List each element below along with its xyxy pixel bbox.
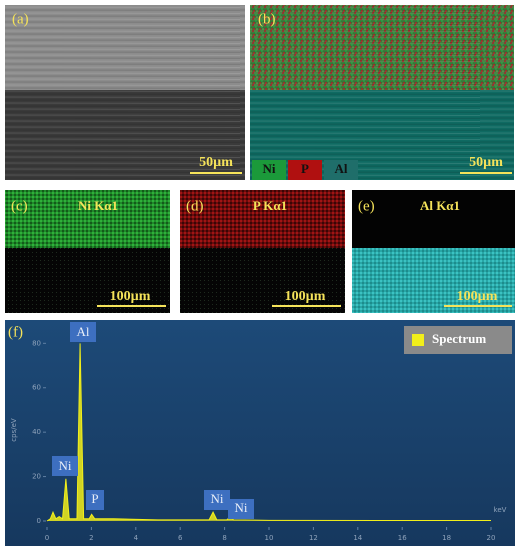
legend-label: Spectrum: [432, 331, 486, 346]
map-bottom: [180, 248, 345, 313]
map-title: Ni Kα1: [78, 198, 118, 213]
annotation: P: [91, 491, 98, 506]
panel-a: (a) 50µm: [5, 5, 245, 180]
y-tick-label: 20: [32, 473, 41, 481]
y-tick-label: 60: [32, 384, 41, 392]
map-title: Al Kα1: [420, 198, 460, 213]
panel-c: (c) Ni Kα1 100µm: [5, 190, 170, 313]
annotation: Al: [77, 324, 90, 339]
panel-label: (d): [186, 198, 204, 214]
scale-bar-label: 50µm: [469, 155, 503, 170]
panel-label: (a): [12, 11, 29, 27]
x-tick-label: 6: [178, 534, 183, 542]
scale-bar-label: 50µm: [199, 155, 233, 170]
panel-b: (b) Ni P Al 50µm: [250, 5, 514, 180]
x-unit: keV: [494, 506, 507, 514]
y-tick-label: 0: [37, 517, 41, 525]
panel-f: (f) cps/eV keV Spectrum 0 2 4 6 8 10 12 14 16 18 2…: [5, 320, 515, 546]
annotation: Ni: [211, 491, 224, 506]
map-bottom: [5, 248, 170, 313]
annotation: Ni: [59, 458, 72, 473]
legend-label: Al: [335, 161, 348, 176]
scale-bar-label: 100µm: [110, 289, 151, 304]
texture: [5, 5, 245, 180]
panel-label: (e): [358, 198, 375, 214]
annotation-box: [52, 456, 78, 476]
legend-chip: [324, 160, 358, 180]
annotation-box: [228, 499, 254, 519]
panel-e: (e) Al Kα1 100µm: [352, 190, 515, 313]
legend-chip: [252, 160, 286, 180]
x-tick-label: 12: [309, 534, 318, 542]
scale-bar-label: 100µm: [285, 289, 326, 304]
y-tick-label: 80: [32, 339, 41, 347]
annotation-box: [204, 490, 230, 510]
panel-d: (d) P Kα1 100µm: [180, 190, 345, 313]
x-tick-label: 8: [222, 534, 226, 542]
texture: [250, 5, 514, 180]
legend-label: Ni: [263, 161, 276, 176]
map-top: [352, 190, 515, 248]
y-axis-label: cps/eV: [10, 418, 18, 442]
panel-label: (c): [11, 198, 28, 214]
x-tick-label: 20: [487, 534, 496, 542]
annotation-box: [86, 490, 104, 510]
x-tick-label: 14: [353, 534, 362, 542]
x-tick-label: 2: [89, 534, 93, 542]
panel-label: (f): [8, 324, 23, 340]
map-top: [180, 190, 345, 248]
map-title: P Kα1: [253, 198, 287, 213]
map-bottom: [352, 248, 515, 313]
x-tick-label: 0: [45, 534, 49, 542]
legend-label: P: [301, 161, 309, 176]
annotation: Ni: [235, 500, 248, 515]
y-tick-label: 40: [32, 428, 41, 436]
annotation-box: [70, 322, 96, 342]
scale-bar-label: 100µm: [457, 289, 498, 304]
x-tick-label: 10: [265, 534, 274, 542]
legend-swatch: [412, 334, 424, 346]
legend-chip: [288, 160, 322, 180]
x-tick-label: 16: [398, 534, 407, 542]
map-top: [5, 190, 170, 248]
panel-label: (b): [258, 11, 276, 27]
x-tick-label: 18: [442, 534, 451, 542]
x-tick-label: 4: [134, 534, 139, 542]
